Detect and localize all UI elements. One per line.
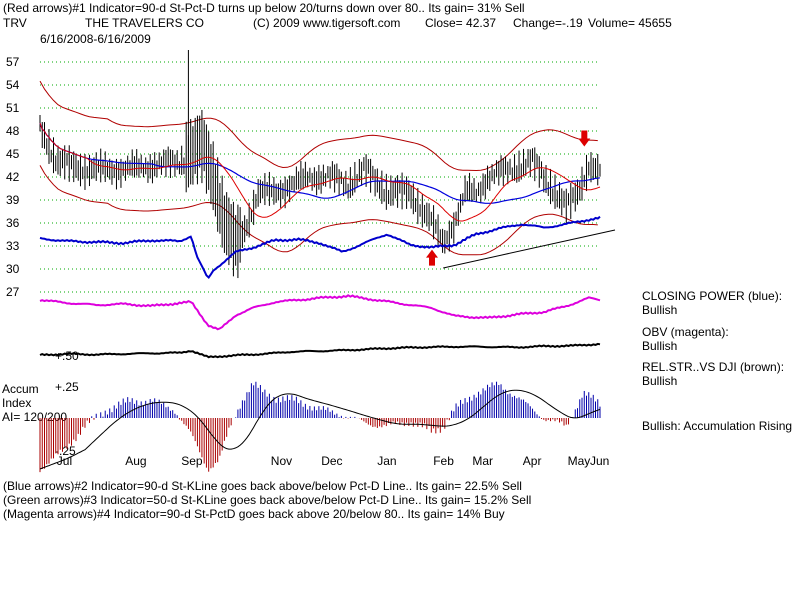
month-label: Dec (321, 454, 342, 468)
price-tick-label: 45 (6, 147, 20, 161)
accumulation-status: Bullish: Accumulation Rising (642, 419, 793, 433)
relstr-series (39, 342, 601, 359)
price-tick-label: 48 (6, 124, 20, 138)
accum-title: Accum (2, 382, 39, 396)
lower-band (39, 165, 598, 256)
ma-21-line (39, 123, 601, 222)
accum-upper-label: +.25 (55, 380, 79, 394)
close-value: Close= 42.37 (425, 16, 497, 30)
month-label: Sep (181, 454, 203, 468)
closing-power-series (39, 215, 616, 280)
price-series (39, 50, 601, 279)
obv-line (39, 294, 601, 331)
month-label: Aug (125, 454, 146, 468)
closing-power-line (39, 215, 601, 280)
relstr-status: Bullish (642, 374, 678, 388)
closing-power-trendline (443, 229, 616, 269)
price-tick-label: 51 (6, 101, 20, 115)
price-bands (39, 80, 598, 256)
volume-value: Volume= 45655 (588, 16, 672, 30)
upper-band (39, 80, 598, 172)
price-tick-label: 36 (6, 216, 20, 230)
sell-arrow-icon (578, 130, 591, 147)
index-title: Index (2, 396, 32, 410)
price-tick-label: 42 (6, 170, 20, 184)
month-label: Jan (377, 454, 396, 468)
relstr-label: REL.STR..VS DJI (brown): (642, 360, 785, 374)
accum-ma-line (39, 389, 601, 470)
buy-arrow-icon (426, 249, 438, 266)
closing-power-label: CLOSING POWER (blue): (642, 289, 783, 303)
copyright: (C) 2009 www.tigersoft.com (253, 16, 401, 30)
month-label: Apr (523, 454, 542, 468)
change-value: Change=-.19 (513, 16, 583, 30)
relstr-line (39, 342, 601, 359)
month-label: Mar (472, 454, 493, 468)
accumulation-index (39, 381, 601, 473)
moving-averages (39, 122, 601, 222)
signal-arrows (426, 130, 591, 266)
price-tick-label: 39 (6, 193, 20, 207)
obv-series (39, 294, 601, 331)
indicator-4-line: (Magenta arrows)#4 Indicator=90-d St-Pct… (3, 507, 505, 521)
ma-50-line (39, 122, 601, 204)
month-label: Nov (271, 454, 292, 468)
price-tick-label: 33 (6, 239, 20, 253)
price-tick-label: 27 (6, 285, 20, 299)
month-label: Jul (57, 454, 72, 468)
obv-status: Bullish (642, 339, 678, 353)
obv-label: OBV (magenta): (642, 325, 729, 339)
price-tick-labels: 27 30 33 36 39 42 45 48 51 54 57 (6, 55, 20, 299)
indicator-3-line: (Green arrows)#3 Indicator=50-d St-KLine… (3, 493, 532, 507)
date-range: 6/16/2008-6/16/2009 (40, 32, 151, 46)
price-tick-label: 30 (6, 262, 20, 276)
ticker: TRV (3, 16, 27, 30)
month-label: Feb (433, 454, 454, 468)
price-grid (40, 61, 600, 293)
month-axis: Jul Aug Sep Nov Dec Jan Feb Mar Apr May Jun (57, 454, 610, 468)
month-label: May (568, 454, 591, 468)
price-tick-label: 57 (6, 55, 20, 69)
indicator-2-line: (Blue arrows)#2 Indicator=90-d St-KLine … (3, 479, 522, 493)
month-label: Jun (590, 454, 609, 468)
price-tick-label: 54 (6, 78, 20, 92)
indicator-1-line: (Red arrows)#1 Indicator=90-d St-Pct-D t… (3, 1, 525, 15)
company-name: THE TRAVELERS CO (85, 16, 204, 30)
closing-power-status: Bullish (642, 303, 678, 317)
